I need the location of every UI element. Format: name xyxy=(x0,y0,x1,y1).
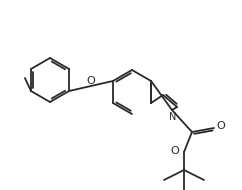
Text: N: N xyxy=(169,112,177,122)
Text: O: O xyxy=(87,76,95,86)
Text: O: O xyxy=(217,121,225,131)
Text: O: O xyxy=(171,146,179,156)
